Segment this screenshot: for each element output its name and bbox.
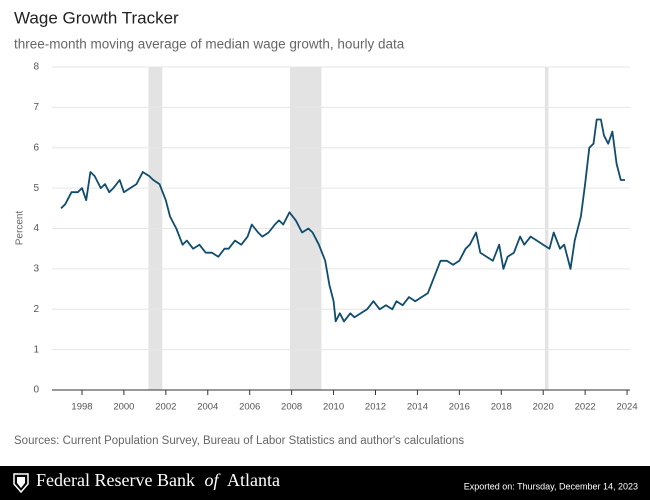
x-tick-label: 2008 [281, 402, 302, 413]
y-tick-label: 1 [33, 344, 39, 355]
y-axis-label: Percent [15, 211, 26, 246]
brand-text: of [204, 470, 221, 490]
y-tick-label: 6 [33, 142, 39, 153]
x-tick-label: 2012 [365, 402, 386, 413]
x-tick-label: 2002 [155, 402, 176, 413]
footer-bar [0, 466, 650, 500]
chart-title: Wage Growth Tracker [14, 8, 179, 27]
y-tick-label: 5 [33, 183, 39, 194]
y-tick-label: 8 [33, 62, 39, 73]
brand-text: Atlanta [227, 470, 280, 490]
export-date: Exported on: Thursday, December 14, 2023 [464, 481, 638, 491]
x-tick-label: 2018 [491, 402, 512, 413]
y-tick-label: 2 [33, 304, 39, 315]
x-tick-label: 2016 [449, 402, 470, 413]
x-tick-label: 1998 [71, 402, 92, 413]
x-tick-label: 2022 [575, 402, 596, 413]
y-tick-label: 4 [33, 223, 39, 234]
footer-brand: Federal Reserve Bank of Atlanta [36, 470, 280, 490]
logo [13, 473, 29, 494]
y-tick-label: 3 [33, 264, 39, 275]
y-tick-label: 0 [33, 385, 39, 396]
x-tick-label: 2004 [197, 402, 218, 413]
x-tick-label: 2024 [616, 402, 637, 413]
data-line [60, 118, 625, 323]
x-tick-label: 2020 [533, 402, 554, 413]
brand-text: Federal Reserve Bank [36, 470, 195, 490]
y-tick-label: 7 [33, 102, 39, 113]
chart-subtitle: three-month moving average of median wag… [14, 37, 405, 52]
x-tick-label: 2014 [407, 402, 428, 413]
x-tick-label: 2000 [113, 402, 134, 413]
x-tick-label: 2010 [323, 402, 344, 413]
x-tick-label: 2006 [239, 402, 260, 413]
source-note: Sources: Current Population Survey, Bure… [14, 435, 464, 447]
